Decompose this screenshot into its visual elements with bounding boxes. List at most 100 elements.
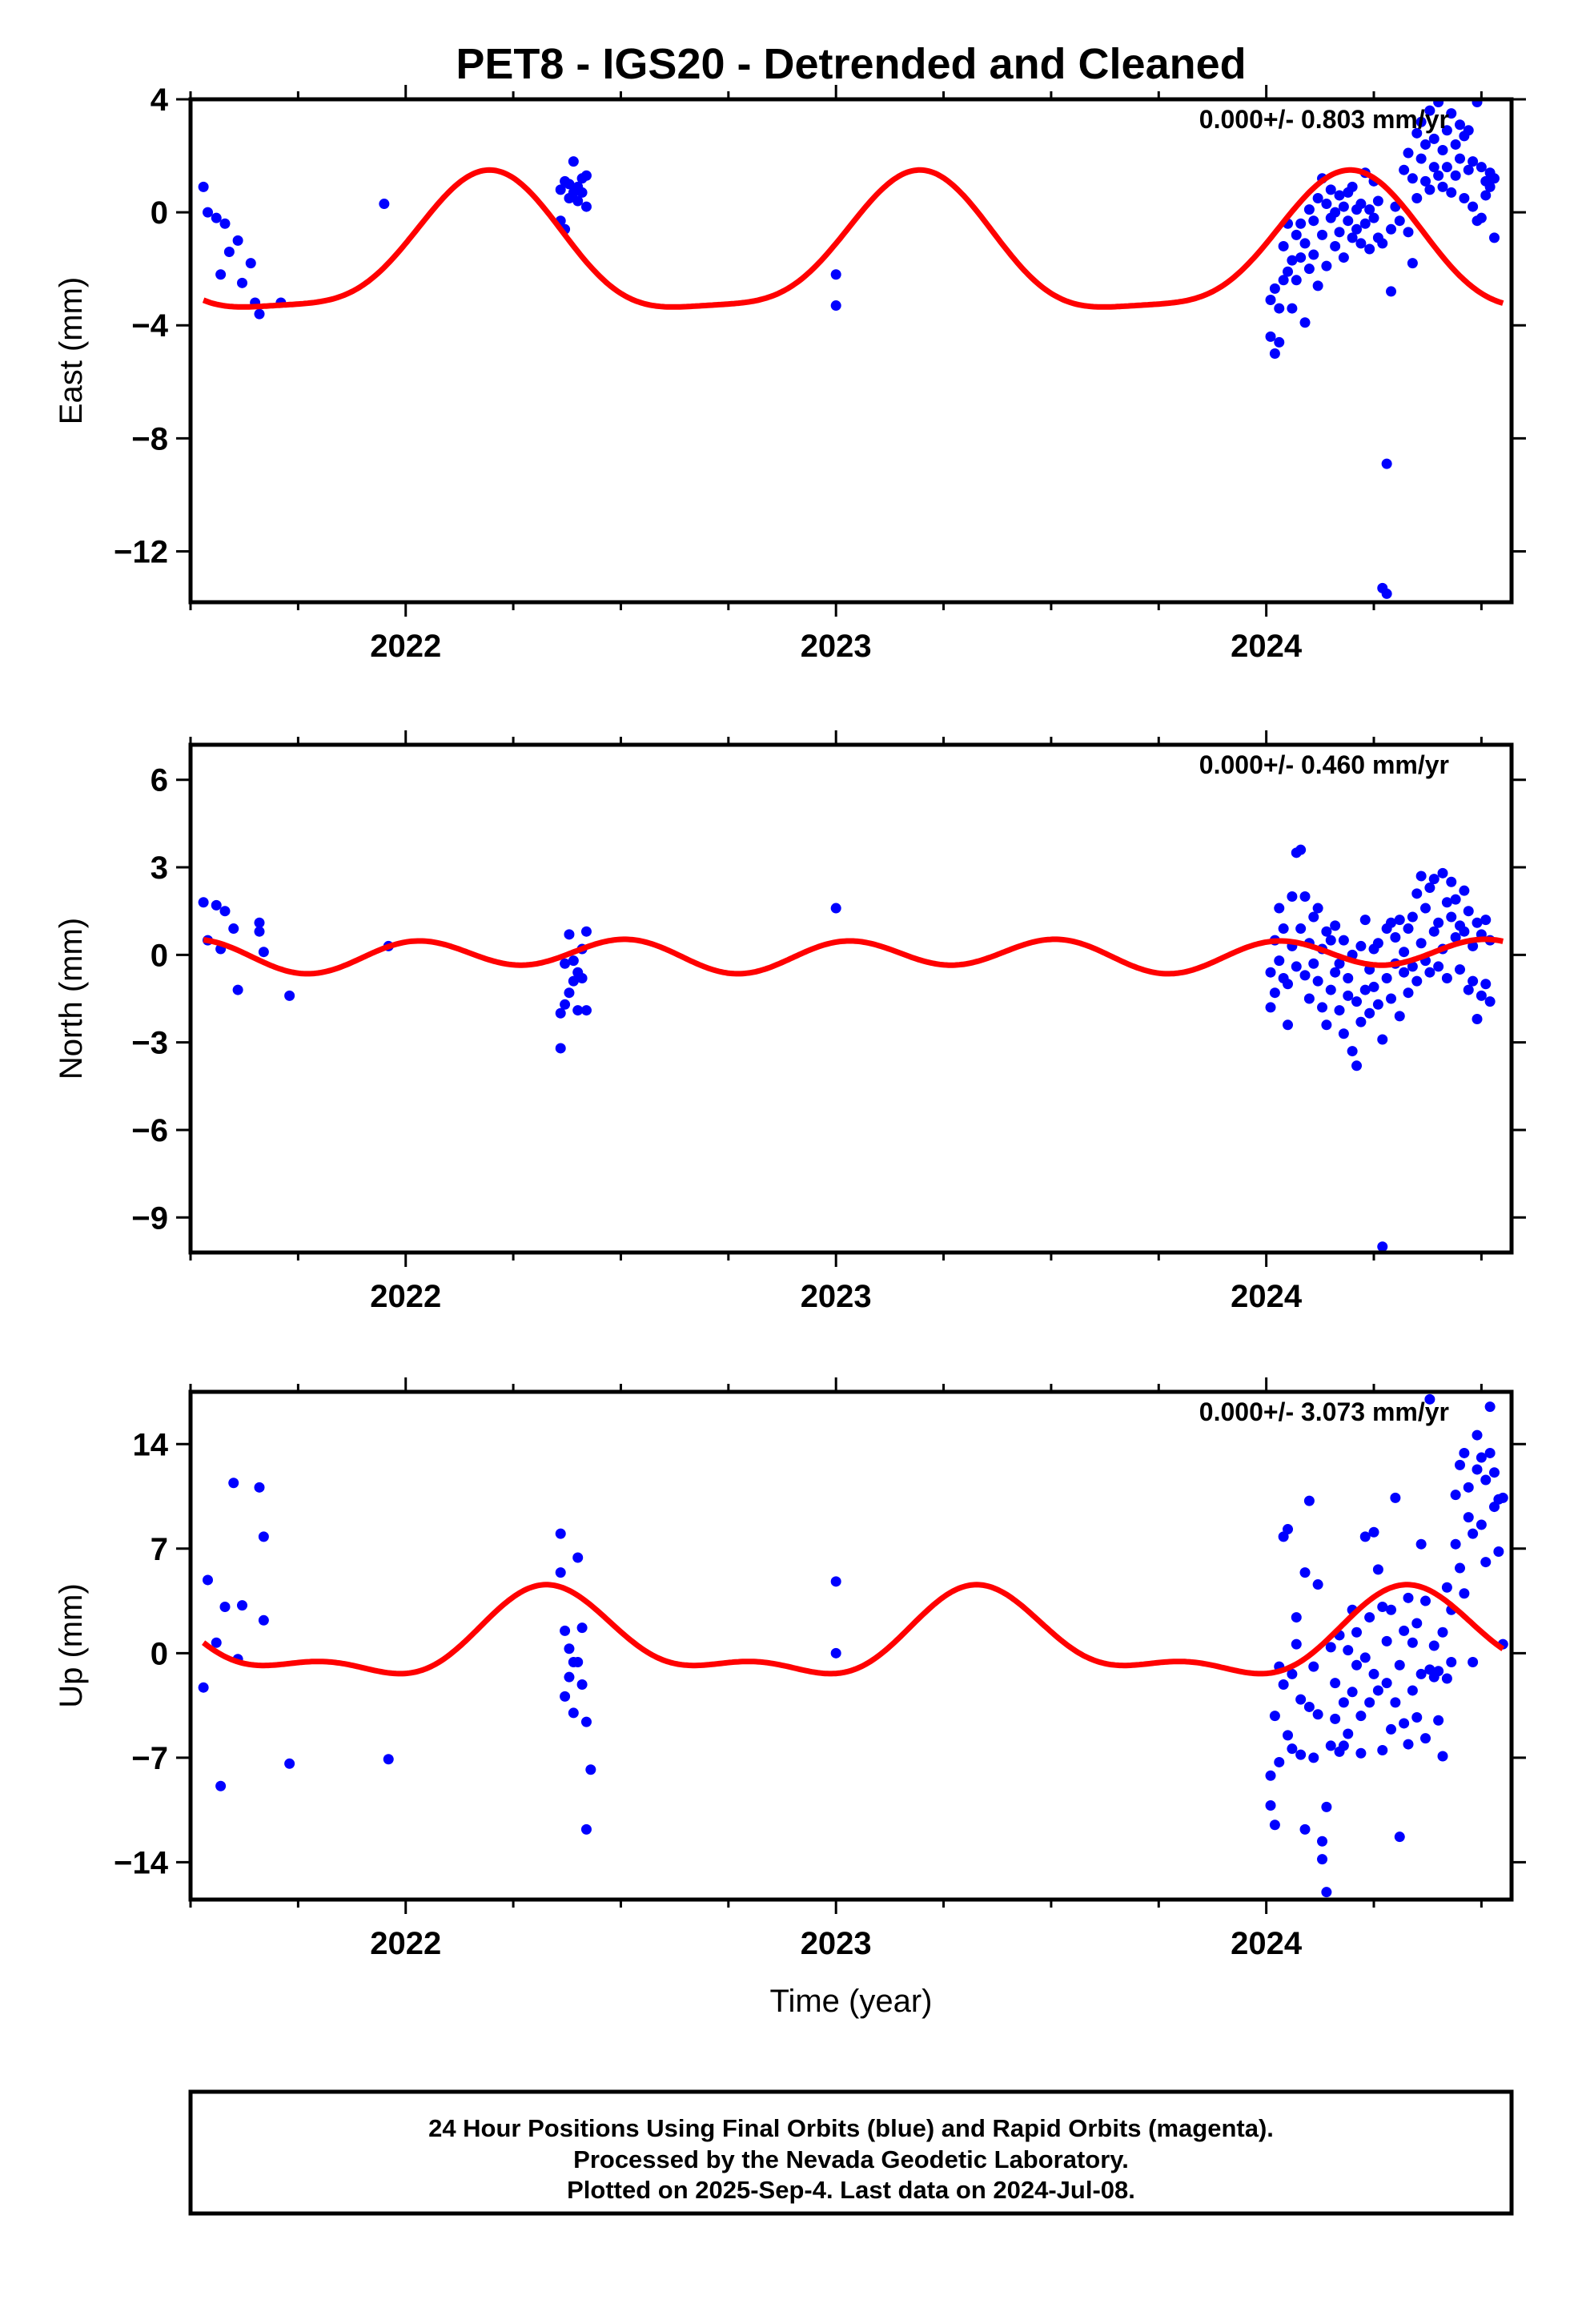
up-model-curve bbox=[202, 1582, 1505, 1677]
data-point bbox=[1455, 1459, 1466, 1470]
data-point bbox=[1407, 961, 1418, 972]
data-point bbox=[1424, 1393, 1435, 1405]
north-rate-label: 0.000+/- 0.460 mm/yr bbox=[1199, 750, 1449, 779]
data-point bbox=[1493, 1546, 1504, 1558]
data-point bbox=[1355, 199, 1367, 210]
data-point bbox=[1468, 156, 1479, 167]
data-point bbox=[1269, 987, 1280, 999]
data-point bbox=[1476, 1452, 1487, 1463]
data-point bbox=[1283, 1524, 1294, 1535]
data-point bbox=[1433, 961, 1444, 972]
y-tick-label: −7 bbox=[131, 1741, 168, 1776]
data-point bbox=[1338, 1697, 1349, 1708]
data-point bbox=[1424, 967, 1435, 978]
east-y-axis-label: East (mm) bbox=[54, 277, 89, 424]
data-point bbox=[1351, 1659, 1363, 1671]
data-point bbox=[1308, 958, 1319, 969]
y-tick-label: −12 bbox=[114, 534, 168, 569]
data-point bbox=[1334, 227, 1345, 238]
data-point bbox=[1446, 876, 1457, 887]
data-point bbox=[576, 1679, 588, 1690]
data-point bbox=[1364, 1612, 1375, 1623]
data-point bbox=[1312, 280, 1323, 292]
data-point bbox=[1330, 1678, 1341, 1689]
data-point bbox=[572, 195, 584, 207]
data-point bbox=[555, 1567, 566, 1578]
data-point bbox=[1411, 1712, 1423, 1723]
data-point bbox=[1450, 931, 1461, 943]
data-point bbox=[1480, 979, 1492, 990]
data-point bbox=[1265, 967, 1276, 978]
data-point bbox=[1295, 252, 1307, 263]
y-tick-label: 0 bbox=[151, 938, 168, 973]
data-point bbox=[1476, 1519, 1487, 1530]
data-point bbox=[1381, 1635, 1392, 1647]
data-point bbox=[1463, 125, 1474, 136]
data-point bbox=[1312, 1709, 1323, 1720]
data-point bbox=[1484, 181, 1496, 192]
y-tick-label: −9 bbox=[131, 1200, 168, 1236]
y-tick-label: 0 bbox=[151, 195, 168, 231]
footer-line-1: 24 Hour Positions Using Final Orbits (bl… bbox=[428, 2114, 1274, 2142]
data-point bbox=[1377, 1602, 1388, 1613]
data-point bbox=[1446, 108, 1457, 119]
data-point bbox=[1343, 972, 1354, 983]
data-point bbox=[236, 277, 247, 288]
data-point bbox=[1372, 1685, 1383, 1696]
data-point bbox=[1386, 286, 1397, 297]
data-point bbox=[1278, 923, 1289, 935]
up-plot-frame bbox=[188, 1389, 1514, 1902]
data-point bbox=[568, 955, 579, 967]
data-point bbox=[560, 999, 571, 1010]
data-point bbox=[1265, 1002, 1276, 1013]
data-point bbox=[1308, 1661, 1319, 1672]
data-point bbox=[1334, 958, 1345, 969]
data-point bbox=[1338, 1028, 1349, 1039]
data-point bbox=[1450, 1538, 1461, 1550]
data-point bbox=[1359, 1652, 1371, 1663]
data-point bbox=[568, 156, 579, 167]
data-point bbox=[1381, 588, 1392, 599]
data-point bbox=[1480, 1557, 1492, 1568]
data-point bbox=[1403, 923, 1414, 935]
data-point bbox=[1343, 1645, 1354, 1656]
data-point bbox=[1351, 996, 1363, 1007]
data-point bbox=[1377, 1241, 1388, 1252]
data-point bbox=[1351, 1060, 1363, 1072]
data-point bbox=[1437, 1626, 1448, 1638]
data-point bbox=[1415, 870, 1427, 882]
data-point bbox=[560, 1691, 571, 1702]
data-point bbox=[1299, 317, 1311, 328]
data-point bbox=[1472, 1464, 1483, 1475]
data-point bbox=[1403, 147, 1414, 159]
data-point bbox=[580, 170, 592, 181]
data-point bbox=[1372, 999, 1383, 1010]
data-point bbox=[1299, 970, 1311, 981]
data-point bbox=[580, 1005, 592, 1016]
data-point bbox=[1330, 207, 1341, 218]
data-point bbox=[580, 1823, 592, 1835]
data-point bbox=[383, 1754, 394, 1765]
data-point bbox=[379, 199, 390, 210]
data-point bbox=[1317, 1835, 1328, 1847]
data-point bbox=[1321, 926, 1332, 937]
data-point bbox=[1278, 1679, 1289, 1690]
data-point bbox=[1386, 993, 1397, 1004]
data-point bbox=[564, 1643, 575, 1655]
data-point bbox=[1407, 173, 1418, 184]
data-point bbox=[1433, 170, 1444, 181]
data-point bbox=[1386, 1723, 1397, 1735]
data-point bbox=[1317, 229, 1328, 240]
data-point bbox=[1433, 1666, 1444, 1677]
data-point bbox=[1399, 164, 1410, 175]
data-point bbox=[1441, 1673, 1452, 1684]
data-point bbox=[1424, 883, 1435, 894]
data-point bbox=[258, 947, 269, 958]
data-point bbox=[219, 906, 231, 917]
data-point bbox=[1420, 175, 1431, 187]
data-point bbox=[1355, 238, 1367, 249]
data-point bbox=[1295, 218, 1307, 229]
data-point bbox=[1399, 1718, 1410, 1729]
data-point bbox=[1489, 1467, 1500, 1478]
